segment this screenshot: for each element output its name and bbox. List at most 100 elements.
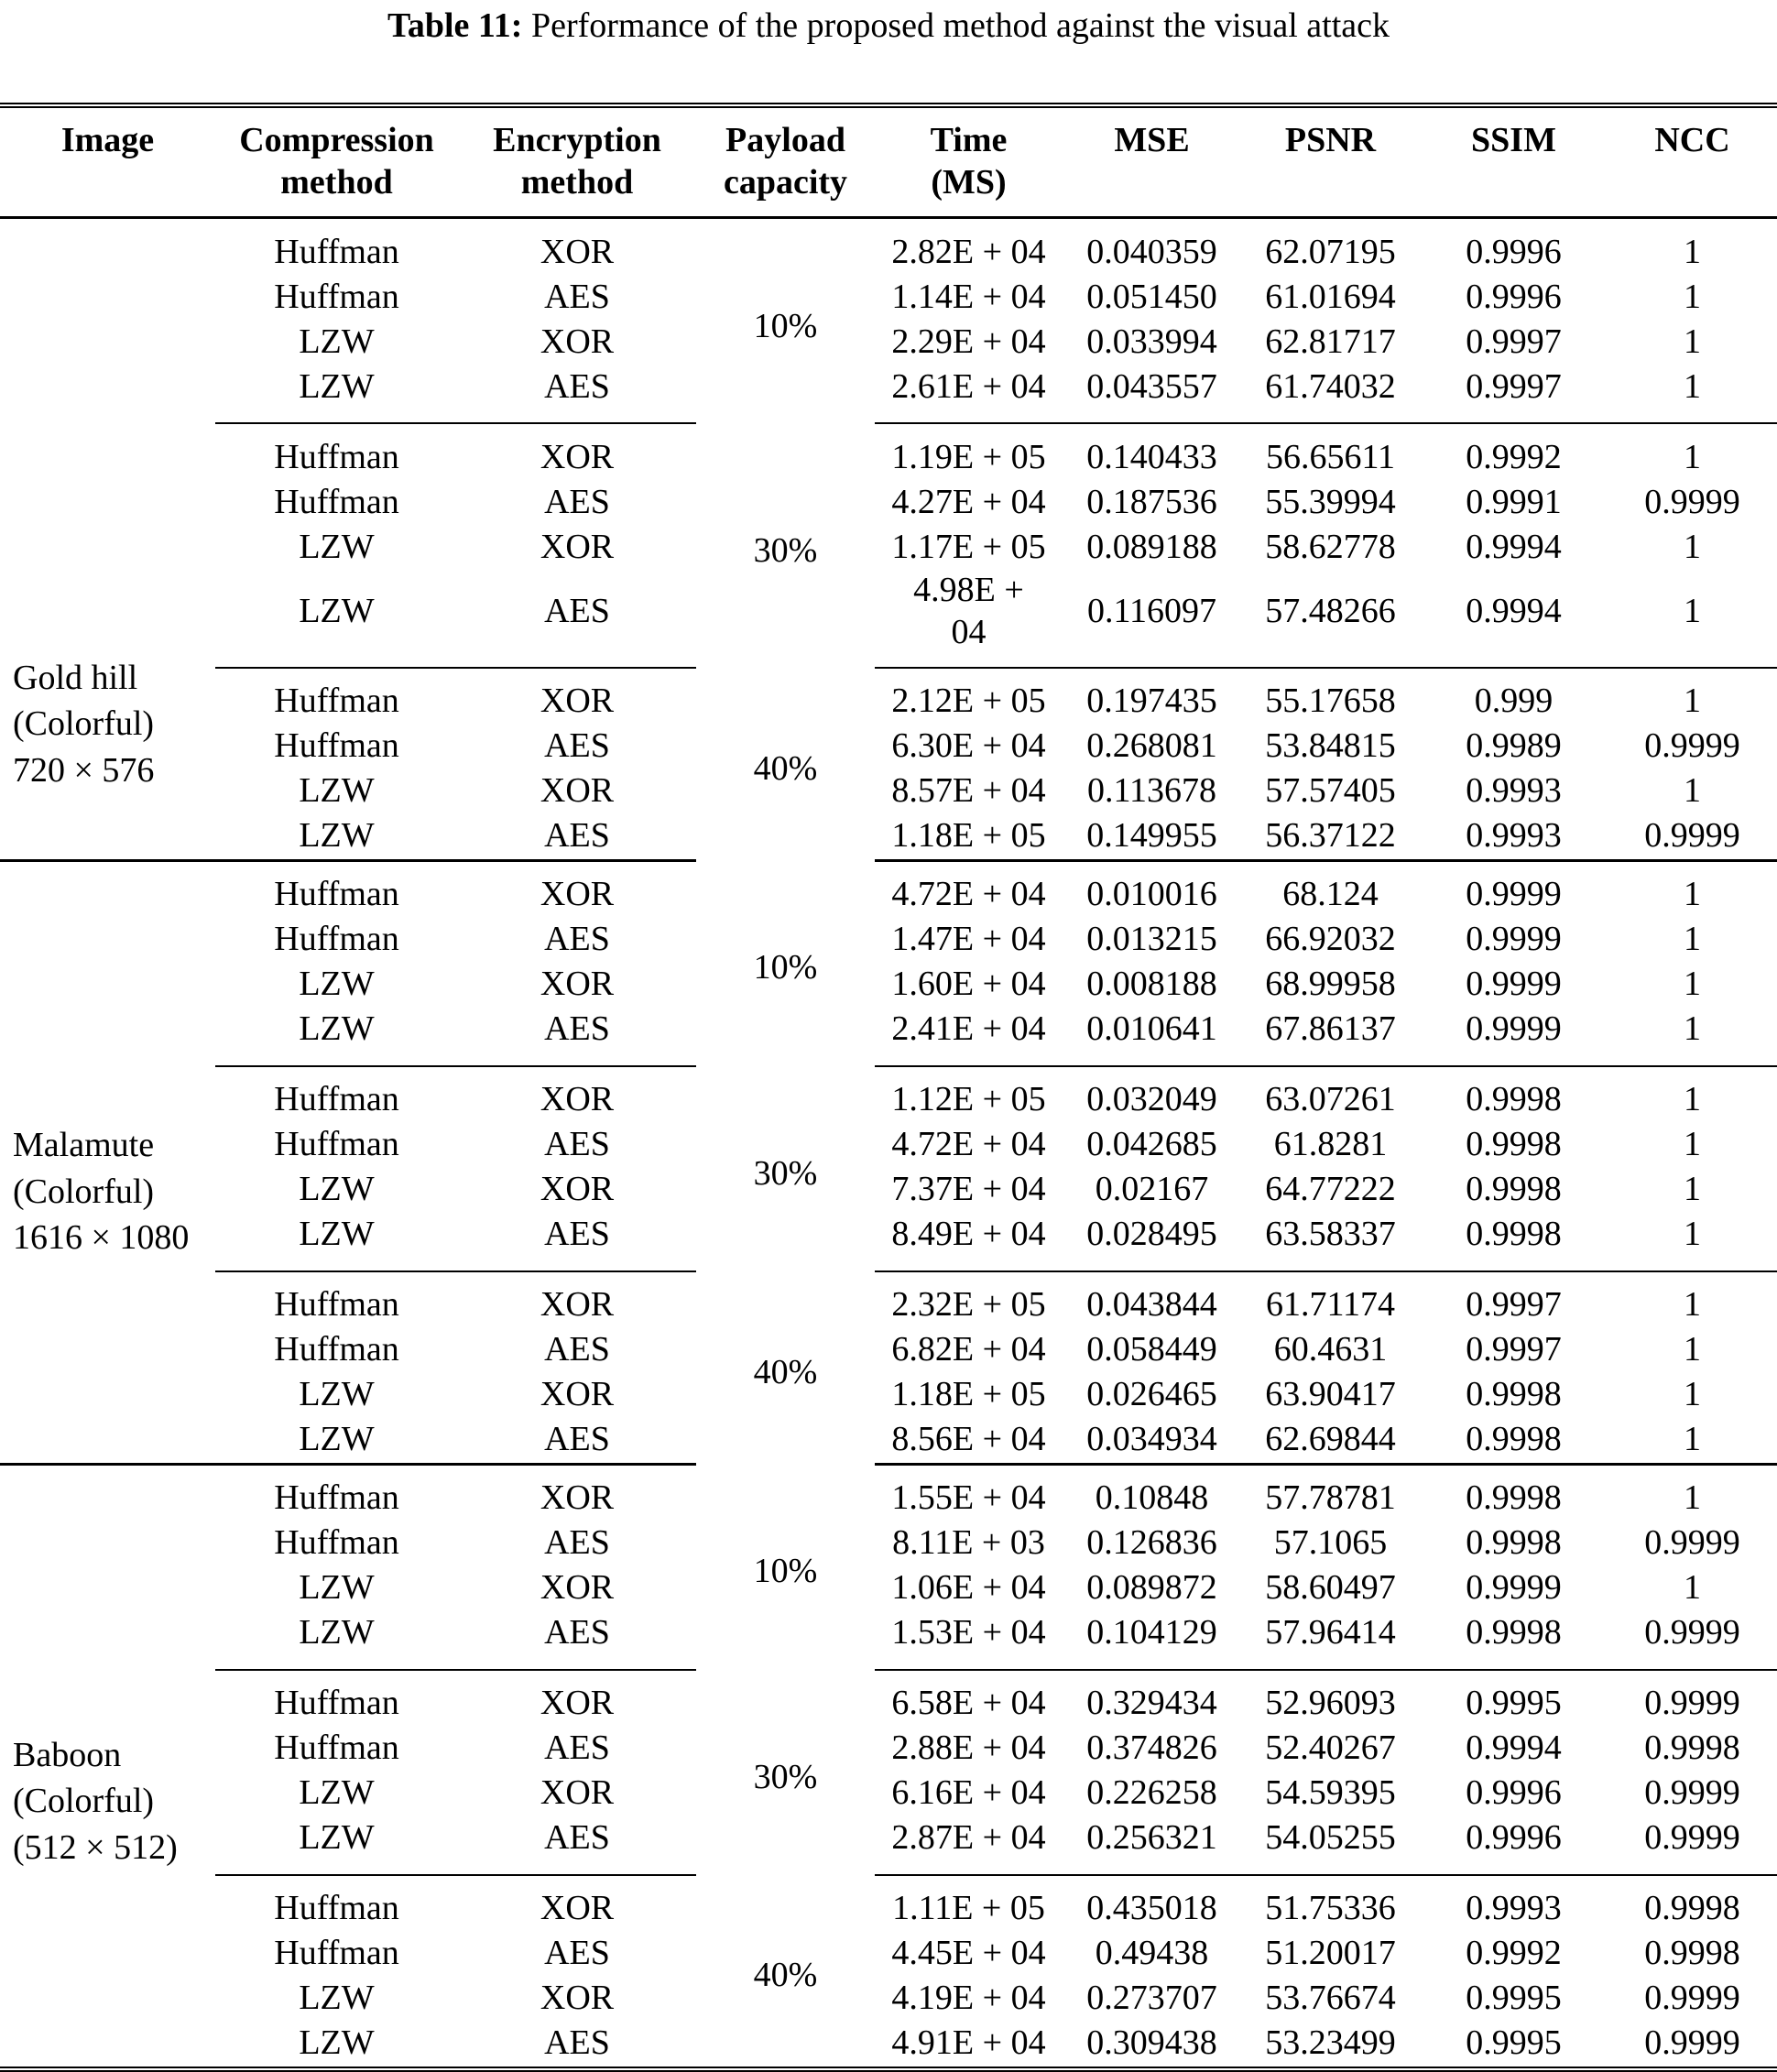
cell-mse: 0.197435 [1086,682,1217,721]
cell-time: 1.18E + 05 [891,1375,1046,1414]
cell-ncc: 1 [1684,1125,1701,1164]
cell-ncc: 1 [1684,322,1701,362]
cell-time: 2.88E + 04 [891,1728,1046,1768]
cell-ssim: 0.9995 [1466,1684,1562,1723]
cell-ncc: 1 [1684,1170,1701,1209]
table-row: LZW XOR 2.29E + 04 0.033994 62.81717 0.9997 1 [0,320,1777,365]
payload-capacity-cell: 40% [753,1956,818,1995]
cell-mse: 0.256321 [1063,1816,1241,1876]
cell-ssim: 0.9989 [1466,726,1562,766]
cell-compression-method: Huffman [274,1684,399,1723]
cell-compression-method: Huffman [274,1728,399,1768]
cell-compression-method: LZW [215,2021,458,2070]
cell-ssim: 0.9998 [1466,1375,1562,1414]
table-row: LZW XOR 6.16E + 04 0.226258 54.59395 0.9996 0.… [0,1772,1777,1816]
table-header: Image Compression method Encryption meth… [0,104,1777,220]
cell-encryption-method: XOR [540,1979,615,2018]
cell-encryption-method: XOR [540,233,615,272]
cell-ssim: 0.9999 [1466,1568,1562,1608]
cell-encryption-method: AES [544,1330,610,1369]
cell-psnr: 55.17658 [1265,682,1396,721]
cell-ncc: 1 [1684,233,1701,272]
table-row: Huffman AES 1.47E + 04 0.013215 66.92032 0.99… [0,918,1777,963]
cell-mse: 0.026465 [1086,1375,1217,1414]
cell-ssim: 0.9998 [1466,1523,1562,1563]
cell-ssim: 0.9998 [1420,1212,1608,1272]
cell-compression-method: Huffman [274,726,399,766]
cell-mse: 0.043844 [1086,1285,1217,1325]
table-row: Huffman XOR 40% 1.11E + 05 0.435018 51.75336 0… [0,1875,1777,1994]
cell-mse: 0.032049 [1086,1080,1217,1119]
table-row: Huffman AES 4.27E + 04 0.187536 55.39994 0.99… [0,480,1777,525]
cell-encryption-method: XOR [540,1285,615,1325]
col-header-encryption-method: Encryption method [458,104,696,220]
cell-ncc: 0.9999 [1644,1979,1740,2018]
cell-compression-method: LZW [215,570,458,669]
table-caption-text: Performance of the proposed method again… [522,6,1390,45]
cell-ssim: 0.9997 [1420,365,1608,425]
payload-capacity-cell: 10% [753,948,818,987]
cell-mse: 0.058449 [1086,1330,1217,1369]
cell-time: 8.49E + 04 [875,1212,1063,1272]
table-row: Huffman AES 6.82E + 04 0.058449 60.4631 0.999… [0,1328,1777,1373]
cell-mse: 0.033994 [1086,322,1217,362]
cell-time: 1.18E + 05 [875,813,1063,862]
cell-ssim: 0.9991 [1466,483,1562,522]
cell-encryption-method: XOR [540,965,615,1004]
cell-ncc: 0.9999 [1644,1523,1740,1563]
cell-mse: 0.008188 [1086,965,1217,1004]
cell-encryption-method: AES [544,278,610,317]
cell-encryption-method: XOR [540,1170,615,1209]
cell-ncc: 1 [1684,1568,1701,1608]
cell-compression-method: LZW [215,365,458,425]
image-label: Baboon (Colorful) (512 × 512) [13,1736,178,1868]
cell-compression-method: LZW [299,322,375,362]
col-header-payload-capacity: Payload capacity [696,104,875,220]
cell-ssim: 0.9996 [1466,233,1562,272]
cell-ssim: 0.9996 [1466,278,1562,317]
col-header-psnr: PSNR [1241,104,1420,220]
cell-mse: 0.187536 [1086,483,1217,522]
col-header-time-ms: Time (MS) [875,104,1063,220]
cell-psnr: 57.96414 [1241,1610,1420,1671]
cell-compression-method: Huffman [274,1285,399,1325]
cell-psnr: 61.01694 [1265,278,1396,317]
cell-compression-method: LZW [299,965,375,1004]
cell-encryption-method: AES [458,813,696,862]
cell-psnr: 62.69844 [1241,1417,1420,1466]
cell-psnr: 51.20017 [1265,1934,1396,1973]
table-row: LZW AES 4.98E + 04 0.116097 57.48266 0.9994 1 [0,570,1777,669]
cell-ncc: 1 [1684,278,1701,317]
cell-mse: 0.116097 [1063,570,1241,669]
cell-ncc: 1 [1608,570,1777,669]
cell-time: 4.72E + 04 [891,1125,1046,1164]
cell-psnr: 61.8281 [1273,1125,1388,1164]
cell-time: 8.57E + 04 [891,771,1046,811]
cell-mse: 0.043557 [1063,365,1241,425]
payload-capacity-cell: 40% [753,748,818,788]
image-label-cell: Baboon (Colorful) (512 × 512) [0,1464,215,2070]
cell-compression-method: Huffman [274,1080,399,1119]
cell-ncc: 0.9999 [1608,1816,1777,1876]
header-row: Image Compression method Encryption meth… [0,104,1777,220]
cell-psnr: 68.99958 [1265,965,1396,1004]
cell-psnr: 53.23499 [1241,2021,1420,2070]
cell-ncc: 1 [1684,1478,1701,1518]
cell-compression-method: Huffman [274,278,399,317]
cell-ncc: 1 [1608,1007,1777,1067]
cell-ssim: 0.9997 [1466,1285,1562,1325]
cell-ssim: 0.9998 [1420,1610,1608,1671]
col-header-compression-method: Compression method [215,104,458,220]
cell-encryption-method: AES [544,1125,610,1164]
table-row: LZW XOR 8.57E + 04 0.113678 57.57405 0.9993 1 [0,769,1777,814]
cell-time: 1.19E + 05 [891,438,1046,477]
cell-ncc: 1 [1684,920,1701,959]
cell-encryption-method: XOR [540,1478,615,1518]
cell-time: 2.82E + 04 [891,233,1046,272]
cell-ncc: 1 [1684,771,1701,811]
cell-encryption-method: XOR [540,528,615,567]
cell-encryption-method: XOR [540,322,615,362]
cell-psnr: 54.59395 [1265,1773,1396,1813]
cell-mse: 0.040359 [1086,233,1217,272]
cell-time: 8.11E + 03 [892,1523,1045,1563]
